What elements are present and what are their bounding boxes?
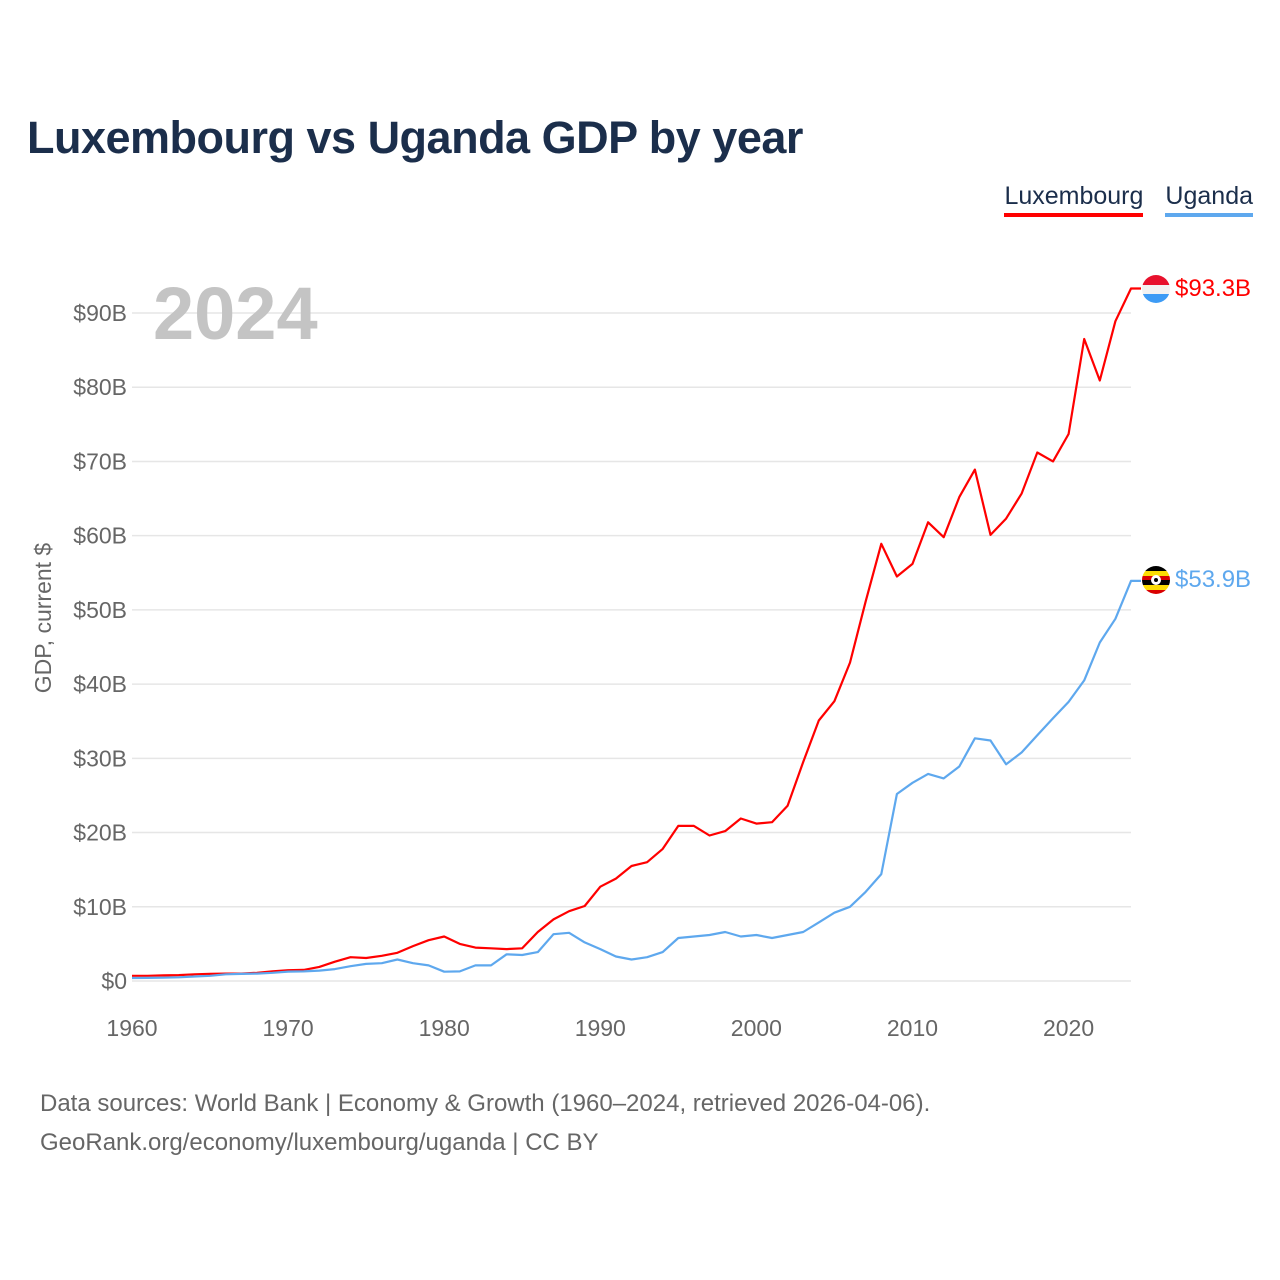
uganda-flag-icon (1142, 566, 1170, 594)
y-tick-label: $60B (73, 523, 127, 549)
x-tick-label: 2010 (887, 1015, 938, 1041)
x-tick-label: 2000 (731, 1015, 782, 1041)
legend-luxembourg[interactable]: Luxembourg (1004, 182, 1144, 217)
x-tick-label: 2020 (1043, 1015, 1094, 1041)
y-tick-label: $10B (73, 894, 127, 920)
footer: Data sources: World Bank | Economy & Gro… (40, 1084, 930, 1162)
chart-title: Luxembourg vs Uganda GDP by year (27, 112, 803, 163)
x-tick-label: 1960 (106, 1015, 157, 1041)
x-tick-label: 1990 (575, 1015, 626, 1041)
series-line-luxembourg[interactable] (132, 287, 1141, 977)
luxembourg-flag-icon (1142, 275, 1170, 303)
y-tick-label: $30B (73, 745, 127, 771)
year-watermark: 2024 (153, 272, 318, 355)
y-tick-label: $80B (73, 374, 127, 400)
legend-uganda[interactable]: Uganda (1165, 182, 1253, 217)
y-tick-label: $90B (73, 300, 127, 326)
y-tick-label: $70B (73, 448, 127, 474)
footer-sources: Data sources: World Bank | Economy & Gro… (40, 1090, 931, 1117)
uganda-end-label: $53.9B (1175, 566, 1251, 593)
legend: Luxembourg Uganda (1004, 182, 1253, 217)
y-tick-label: $20B (73, 820, 127, 846)
series-line-uganda[interactable] (131, 579, 1141, 980)
footer-attribution[interactable]: GeoRank.org/economy/luxembourg/uganda | … (40, 1129, 599, 1156)
y-axis-label: GDP, current $ (30, 543, 56, 694)
x-tick-label: 1970 (263, 1015, 314, 1041)
y-tick-label: $40B (73, 671, 127, 697)
y-tick-label: $0 (101, 968, 127, 994)
luxembourg-end-label: $93.3B (1175, 275, 1251, 302)
x-tick-label: 1980 (419, 1015, 470, 1041)
y-tick-label: $50B (73, 597, 127, 623)
